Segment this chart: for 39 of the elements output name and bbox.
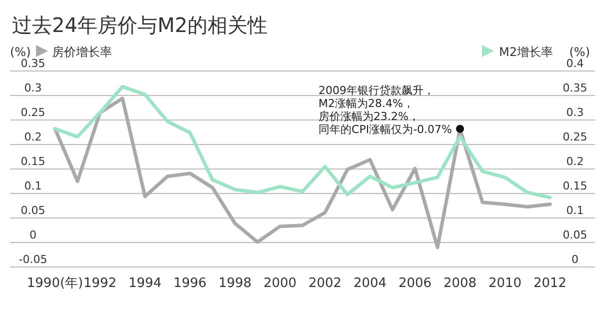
y-tick-label: 0.3: [24, 82, 42, 94]
y2-tick-label: 0: [572, 253, 578, 266]
annotation: 2009年银行贷款飙升，: [318, 84, 435, 97]
y2-axis-title: (%): [569, 45, 590, 59]
y-tick-label: 0: [30, 228, 36, 242]
y-tick-label: -0.05: [18, 253, 48, 266]
y-tick-label: 0.05: [20, 204, 46, 217]
y2-tick-label: 0.25: [562, 130, 588, 144]
legend-label: M2增长率: [499, 45, 553, 59]
y-tick-label: 0.15: [20, 155, 46, 168]
x-tick-label: 2006: [398, 276, 432, 291]
y2-tick-label: 0.05: [562, 228, 588, 242]
annotation: M2涨幅为28.4%，: [318, 96, 414, 110]
y2-tick-label: 0.1: [566, 204, 584, 217]
x-tick-label: 1990(年): [26, 276, 84, 291]
legend-label: 房价增长率: [52, 45, 112, 59]
y-tick-label: 0.35: [20, 57, 46, 70]
annotation: 同年的CPI涨幅仅为-0.07%: [318, 122, 464, 136]
x-tick-label: 2000: [263, 276, 297, 291]
y-tick-label: 0.1: [24, 180, 42, 192]
x-tick-label: 2004: [353, 276, 387, 291]
x-tick-label: 1998: [218, 276, 252, 291]
x-tick-label: 1992: [83, 276, 117, 291]
y-tick-label: 0.25: [20, 106, 46, 119]
x-tick-label: 2010: [488, 276, 522, 291]
y2-tick-label: 0.3: [566, 106, 584, 119]
y2-tick-label: 0.2: [566, 155, 584, 168]
y-tick-label: 0.2: [24, 130, 42, 144]
y2-tick-label: 0.15: [562, 180, 588, 192]
annotation: 房价涨幅为23.2%，: [318, 110, 420, 123]
x-tick-label: 1994: [128, 276, 162, 291]
y2-tick-label: 0.35: [562, 82, 588, 94]
chart-title: 过去24年房价与M2的相关性: [12, 13, 268, 37]
y2-tick-label: 0.4: [566, 57, 584, 70]
y-axis-title: (%): [10, 45, 31, 59]
x-tick-label: 2012: [533, 276, 567, 291]
x-tick-label: 1996: [173, 276, 207, 291]
x-tick-label: 2002: [308, 276, 342, 291]
x-tick-label: 2008: [443, 276, 477, 291]
